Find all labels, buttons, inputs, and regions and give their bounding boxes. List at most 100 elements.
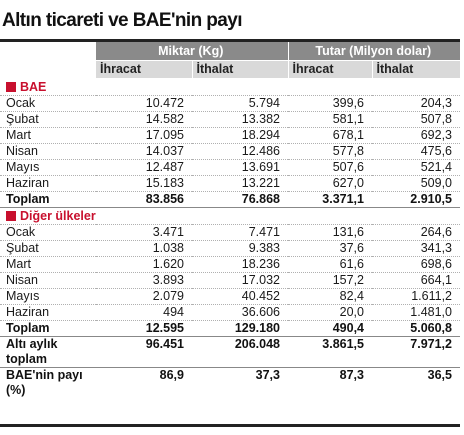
- row-label: Ocak: [0, 95, 96, 112]
- cell-value: 10.472: [96, 95, 192, 112]
- cell-value: 509,0: [372, 175, 460, 192]
- total-row: Toplam 83.856 76.868 3.371,1 2.910,5: [0, 191, 460, 208]
- cell-value: 399,6: [288, 95, 372, 112]
- cell-value: 698,6: [372, 256, 460, 273]
- table-row: Mart 17.095 18.294 678,1 692,3: [0, 127, 460, 144]
- cell-value: 7.971,2: [372, 336, 460, 368]
- header-row-groups: Miktar (Kg) Tutar (Milyon dolar): [0, 42, 460, 61]
- cell-value: 13.221: [192, 175, 288, 192]
- cell-value: 37,3: [255, 368, 280, 382]
- cell-value: 14.037: [96, 143, 192, 160]
- cell-value: 82,4: [288, 288, 372, 305]
- cell-value: 7.471: [192, 224, 288, 241]
- cell-value: 36,5: [427, 368, 452, 382]
- table-row: Ocak 3.471 7.471 131,6 264,6: [0, 224, 460, 241]
- cell-value: 87,3: [339, 368, 364, 382]
- section-header: Diğer ülkeler: [0, 207, 460, 225]
- cell-value: 692,3: [372, 127, 460, 144]
- cell-value: 14.582: [96, 111, 192, 128]
- header-row-sub: İhracat İthalat İhracat İthalat: [0, 60, 460, 79]
- cell-value: 5.060,8: [372, 320, 460, 337]
- cell-value: 521,4: [372, 159, 460, 176]
- cell-value: 17.032: [192, 272, 288, 289]
- total-row: Toplam 12.595 129.180 490,4 5.060,8: [0, 320, 460, 337]
- cell-value: 61,6: [288, 256, 372, 273]
- table-row: Mayıs 12.487 13.691 507,6 521,4: [0, 159, 460, 176]
- cell-value: 1.611,2: [372, 288, 460, 305]
- cell-value: 40.452: [192, 288, 288, 305]
- cell-value: 2.079: [96, 288, 192, 305]
- cell-value: 129.180: [192, 320, 288, 337]
- gold-trade-table: Miktar (Kg) Tutar (Milyon dolar) İhracat…: [0, 42, 460, 398]
- cell-value: 1.038: [96, 240, 192, 257]
- table-row: Ocak 10.472 5.794 399,6 204,3: [0, 95, 460, 112]
- cell-value: 3.893: [96, 272, 192, 289]
- cell-value: 577,8: [288, 143, 372, 160]
- cell-value: 131,6: [288, 224, 372, 241]
- table-row: Nisan 3.893 17.032 157,2 664,1: [0, 272, 460, 289]
- cell-value: 678,1: [288, 127, 372, 144]
- cell-value: 15.183: [96, 175, 192, 192]
- header-miktar: Miktar (Kg): [96, 42, 288, 61]
- cell-value: 86,9: [159, 368, 184, 382]
- share-row: BAE'nin payı (%) 86,9 37,3 87,3 36,5: [0, 368, 460, 399]
- section-label: BAE: [0, 78, 460, 96]
- cell-value: 17.095: [96, 127, 192, 144]
- header-tutar: Tutar (Milyon dolar): [287, 42, 460, 61]
- cell-value: 12.486: [192, 143, 288, 160]
- row-label: Mayıs: [0, 288, 96, 305]
- cell-value: 206.048: [192, 336, 288, 368]
- row-label: Toplam: [0, 191, 96, 208]
- table-row: Mart 1.620 18.236 61,6 698,6: [0, 256, 460, 273]
- row-label: Mayıs: [0, 159, 96, 176]
- cell-value: 264,6: [372, 224, 460, 241]
- header-blank: [0, 60, 96, 79]
- bottom-rule: [0, 424, 460, 427]
- cell-value: 490,4: [288, 320, 372, 337]
- cell-value: 18.294: [192, 127, 288, 144]
- cell-value: 96.451: [96, 336, 192, 368]
- cell-value: 18.236: [192, 256, 288, 273]
- table-row: Haziran 494 36.606 20,0 1.481,0: [0, 304, 460, 321]
- header-ithalat-usd: İthalat: [371, 60, 460, 79]
- section-title: BAE: [20, 80, 47, 94]
- row-label: Mart: [0, 256, 96, 273]
- cell-value: 83.856: [96, 191, 192, 208]
- row-label: Nisan: [0, 272, 96, 289]
- row-label: Altı aylık toplam: [0, 336, 96, 368]
- cell-value: 627,0: [288, 175, 372, 192]
- row-label: Şubat: [0, 111, 96, 128]
- header-ihracat-usd: İhracat: [287, 60, 372, 79]
- cell-value: 2.910,5: [372, 191, 460, 208]
- row-label: Ocak: [0, 224, 96, 241]
- cell-value: 5.794: [192, 95, 288, 112]
- red-square-icon: [6, 82, 16, 92]
- red-square-icon: [6, 211, 16, 221]
- row-label: Haziran: [0, 304, 96, 321]
- header-blank: [0, 42, 96, 61]
- cell-value: 157,2: [288, 272, 372, 289]
- cell-value: 204,3: [372, 95, 460, 112]
- cell-value: 3.371,1: [288, 191, 372, 208]
- section-title: Diğer ülkeler: [20, 209, 96, 223]
- cell-value: 36.606: [192, 304, 288, 321]
- section-label: Diğer ülkeler: [0, 207, 460, 225]
- cell-value: 13.691: [192, 159, 288, 176]
- cell-value: 3.471: [96, 224, 192, 241]
- cell-value: 341,3: [372, 240, 460, 257]
- table-row: Şubat 1.038 9.383 37,6 341,3: [0, 240, 460, 257]
- cell-value: 13.382: [192, 111, 288, 128]
- table-row: Şubat 14.582 13.382 581,1 507,8: [0, 111, 460, 128]
- cell-value: 3.861,5: [288, 336, 372, 368]
- top-rule: [0, 39, 460, 42]
- cell-value: 20,0: [288, 304, 372, 321]
- cell-value: 475,6: [372, 143, 460, 160]
- page-title: Altın ticareti ve BAE'nin payı: [2, 10, 243, 31]
- row-label: Haziran: [0, 175, 96, 192]
- cell-value: 12.487: [96, 159, 192, 176]
- header-ithalat-kg: İthalat: [191, 60, 288, 79]
- row-label: Toplam: [0, 320, 96, 337]
- row-label: Nisan: [0, 143, 96, 160]
- cell-value: 494: [96, 304, 192, 321]
- cell-value: 581,1: [288, 111, 372, 128]
